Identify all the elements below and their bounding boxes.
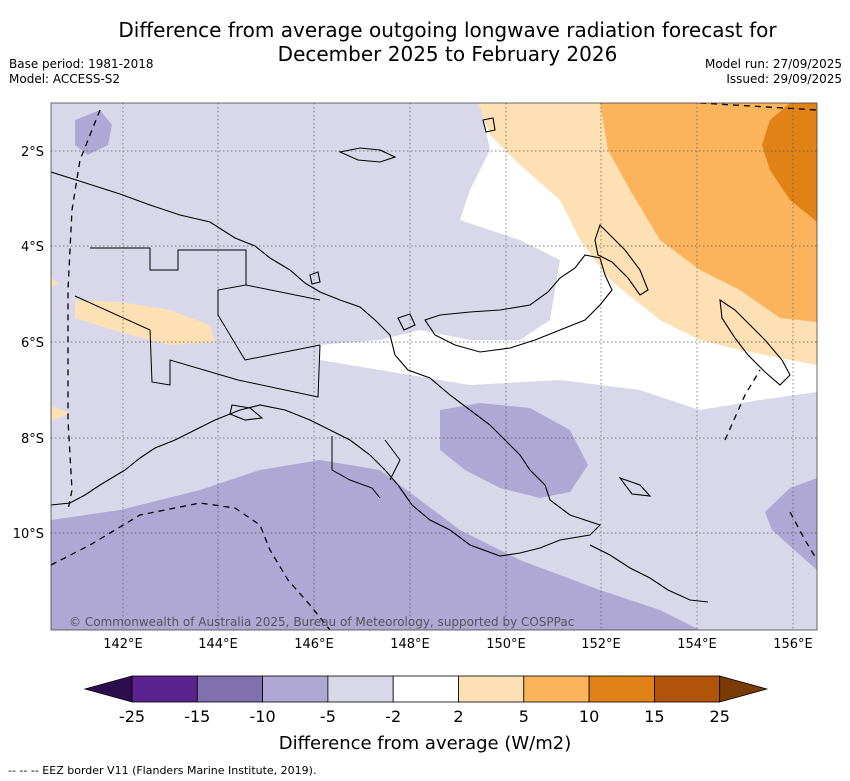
colorbar-segment xyxy=(654,675,721,703)
border-province-2 xyxy=(74,295,321,398)
colorbar-segment xyxy=(262,675,329,703)
eez-line-northeast xyxy=(699,103,817,111)
colorbar-label: Difference from average (W/m2) xyxy=(278,733,572,754)
colorbar-segment xyxy=(523,675,590,703)
lat-label: 4°S xyxy=(21,240,44,255)
colorbar-tick-label: -2 xyxy=(385,707,401,726)
anomaly-region-light-positive-edge1 xyxy=(51,278,58,288)
border-province-1 xyxy=(90,247,321,361)
eez-line-east xyxy=(724,369,761,441)
coast-island-1 xyxy=(482,117,496,133)
lat-label: 10°S xyxy=(13,527,44,542)
coast-bougainville xyxy=(719,298,791,386)
model-run: Model run: 27/09/2025 xyxy=(704,57,842,71)
footer-note: -- -- -- EEZ border V11 (Flanders Marine… xyxy=(8,764,317,777)
colorbar-tick-label: 2 xyxy=(453,707,463,726)
meta-right: Model run: 27/09/2025 Issued: 29/09/2025 xyxy=(705,57,842,87)
eez-border xyxy=(51,103,817,630)
coast-new-britain xyxy=(424,254,613,353)
colorbar-tick-label: -15 xyxy=(184,707,210,726)
anomaly-region-medium-positive xyxy=(600,103,817,322)
colorbar-tick-label: 25 xyxy=(710,707,730,726)
border-province-4 xyxy=(384,439,401,481)
colorbar-segment xyxy=(131,675,198,703)
lon-label: 156°E xyxy=(773,637,813,652)
anomaly-region-light-positive-edge2 xyxy=(51,406,70,421)
anomaly-region-light-positive-west xyxy=(75,300,215,345)
base-period: Base period: 1981-2018 xyxy=(9,57,154,71)
coast-manus xyxy=(338,147,397,163)
colorbar-over-triangle xyxy=(719,675,769,703)
colorbar-segment xyxy=(392,675,459,703)
map-panel: © Commonwealth of Australia 2025, Bureau… xyxy=(51,103,817,630)
colorbar-tick-label: 5 xyxy=(519,707,529,726)
lon-labels: 142°E 144°E 146°E 148°E 150°E 152°E 154°… xyxy=(103,637,813,652)
chart-title: Difference from average outgoing longwav… xyxy=(0,18,850,66)
anomaly-region-strong-positive xyxy=(762,103,817,222)
meta-left: Base period: 1981-2018 Model: ACCESS-S2 xyxy=(9,57,154,87)
coast-island-4 xyxy=(229,404,264,421)
lon-label: 142°E xyxy=(103,637,143,652)
copyright-text: © Commonwealth of Australia 2025, Bureau… xyxy=(69,615,574,629)
coast-island-3 xyxy=(618,476,652,497)
colorbar-tick-label: -25 xyxy=(119,707,145,726)
coast-louisiade-islands xyxy=(589,544,709,603)
issued-date: Issued: 29/09/2025 xyxy=(726,72,842,86)
colorbar-tick-label: 10 xyxy=(579,707,599,726)
colorbar-segment xyxy=(458,675,525,703)
title-line-1: Difference from average outgoing longwav… xyxy=(118,18,777,42)
lon-label: 144°E xyxy=(198,637,238,652)
eez-line-south xyxy=(51,502,331,630)
coastlines xyxy=(51,117,791,603)
lat-label: 8°S xyxy=(21,432,44,447)
colorbar-segment xyxy=(196,675,264,703)
lon-label: 148°E xyxy=(390,637,430,652)
colorbar-tick-label: -5 xyxy=(320,707,336,726)
anomaly-region-medium-negative-east xyxy=(765,478,817,570)
coast-new-ireland xyxy=(594,223,649,296)
anomaly-region-medium-negative-sea xyxy=(440,403,588,498)
lat-label: 2°S xyxy=(21,145,44,160)
coast-new-guinea xyxy=(51,171,602,557)
map-frame xyxy=(50,102,818,631)
colorbar-segment xyxy=(327,675,394,703)
colorbar-segment xyxy=(588,675,655,703)
colorbar: -25 -15 -10 -5 -2 2 5 10 15 25 xyxy=(83,675,769,726)
eez-line-southeast xyxy=(789,511,817,561)
anomaly-region-medium-negative-south xyxy=(51,460,700,630)
anomaly-region-medium-negative-north xyxy=(75,110,112,155)
model-name: Model: ACCESS-S2 xyxy=(9,72,121,86)
colorbar-tick-label: -10 xyxy=(250,707,276,726)
lat-labels: 2°S 4°S 6°S 8°S 10°S xyxy=(13,145,44,542)
coast-island-2 xyxy=(397,313,416,331)
lon-label: 150°E xyxy=(486,637,526,652)
colorbar-under-triangle xyxy=(83,675,133,703)
colorbar-tick-label: 15 xyxy=(644,707,664,726)
borders xyxy=(74,247,401,499)
lat-label: 6°S xyxy=(21,336,44,351)
border-png-indonesia xyxy=(331,436,381,499)
lon-label: 146°E xyxy=(294,637,334,652)
lon-label: 154°E xyxy=(677,637,717,652)
lon-label: 152°E xyxy=(581,637,621,652)
title-line-2: December 2025 to February 2026 xyxy=(277,42,618,66)
border-province-3 xyxy=(245,284,321,301)
coast-island-5 xyxy=(309,271,321,285)
